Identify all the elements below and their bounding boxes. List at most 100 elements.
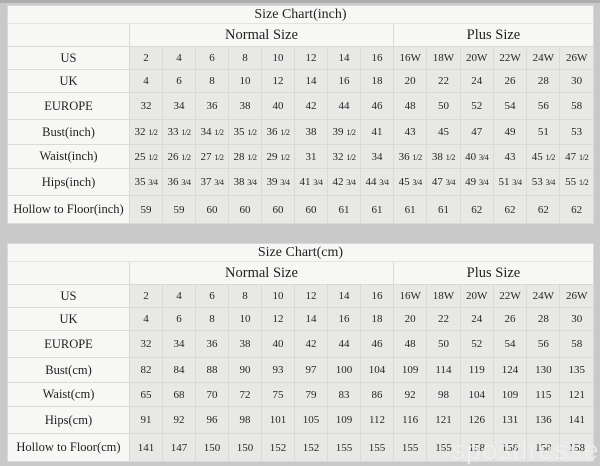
table-title: Size Chart(cm) — [7, 243, 594, 262]
fraction-text: 3/4 — [478, 177, 489, 187]
size-value-cell: 70 — [195, 382, 229, 407]
size-value-cell: 55 1/2 — [559, 168, 594, 196]
fraction-text: 3/4 — [379, 177, 389, 187]
size-value-cell: 38 — [228, 92, 262, 120]
table-title: Size Chart(inch) — [7, 5, 594, 24]
size-value-cell: 12 — [261, 69, 295, 93]
size-value-cell: 47 1/2 — [559, 144, 594, 169]
size-value-cell: 18W — [426, 46, 461, 70]
size-value-cell: 24W — [526, 284, 561, 308]
size-value-cell: 36 1/2 — [261, 119, 295, 145]
size-value-cell: 68 — [162, 382, 196, 407]
size-value-cell: 49 3/4 — [459, 168, 494, 196]
size-value-cell: 91 — [129, 406, 163, 434]
column-group-row: Normal Size Plus Size — [7, 23, 594, 47]
size-value-cell: 38 — [294, 119, 328, 145]
size-value-cell: 22W — [492, 284, 528, 308]
size-value-cell: 60 — [261, 195, 295, 224]
fraction-text: 3/4 — [346, 177, 356, 187]
size-value-cell: 34 — [162, 92, 196, 120]
size-value-cell: 61 — [327, 195, 361, 224]
size-value-cell: 6 — [162, 307, 196, 331]
size-value-cell: 135 — [559, 357, 594, 383]
fraction-text: 3/4 — [280, 177, 290, 187]
table-row: Waist(cm) 65 68 70 72 75 79 83 86 92 98 104 109 115 12… — [7, 382, 594, 407]
fraction-text: 1/2 — [181, 127, 191, 137]
size-value-cell: 28 — [526, 69, 561, 93]
row-label: US — [7, 46, 130, 70]
size-value-cell: 18 — [360, 69, 394, 93]
fraction-text: 1/2 — [214, 151, 224, 162]
size-value-cell: 28 1/2 — [228, 144, 262, 169]
size-value-cell: 65 — [129, 382, 163, 407]
size-value-cell: 51 — [526, 119, 561, 145]
table-row: UK 4 6 8 10 12 14 16 18 20 22 24 26 28 30 — [7, 307, 594, 331]
fraction-text: 3/4 — [214, 177, 224, 187]
size-value-cell: 20 — [392, 307, 428, 331]
table-row: Hips(cm) 91 92 96 98 101 105 109 112 116 121 126 131… — [7, 406, 594, 434]
row-label: Hips(cm) — [7, 406, 130, 434]
size-value-cell: 62 — [526, 195, 561, 224]
table-row: US 2 4 6 8 10 12 14 16 16W 18W 20W 22W 24W 26W — [7, 46, 594, 70]
row-label: US — [7, 284, 130, 308]
size-value-cell: 35 3/4 — [129, 168, 163, 196]
size-value-cell: 24W — [526, 46, 561, 70]
table-row: EUROPE 32 34 36 38 40 42 44 46 48 50 52 54 56 58 — [7, 92, 594, 120]
size-value-cell: 39 1/2 — [327, 119, 361, 145]
size-value-cell: 31 — [294, 144, 328, 169]
size-value-cell: 96 — [195, 406, 229, 434]
table-row: EUROPE 32 34 36 38 40 42 44 46 48 50 52 54 56 58 — [7, 330, 594, 358]
size-value-cell: 58 — [559, 92, 594, 120]
size-value-cell: 30 — [559, 69, 594, 93]
size-value-cell: 36 — [195, 92, 229, 120]
size-value-cell: 38 1/2 — [426, 144, 461, 169]
size-value-cell: 16 — [327, 307, 361, 331]
fraction-text: 1/2 — [412, 151, 422, 162]
size-value-cell: 90 — [228, 357, 262, 383]
size-value-cell: 126 — [459, 406, 494, 434]
size-chart-inch-table: Size Chart(inch) Normal Size Plus Size U… — [7, 5, 594, 224]
size-value-cell: 34 — [162, 330, 196, 358]
size-value-cell: 152 — [261, 433, 295, 462]
size-value-cell: 86 — [360, 382, 394, 407]
fraction-text: 3/4 — [313, 177, 323, 187]
size-value-cell: 56 — [526, 330, 561, 358]
size-value-cell: 93 — [261, 357, 295, 383]
size-value-cell: 28 — [526, 307, 561, 331]
size-value-cell: 152 — [294, 433, 328, 462]
size-value-cell: 62 — [492, 195, 528, 224]
size-value-cell: 2 — [129, 284, 163, 308]
size-value-cell: 42 3/4 — [327, 168, 361, 196]
size-value-cell: 119 — [459, 357, 494, 383]
row-label: UK — [7, 307, 130, 331]
size-value-cell: 29 1/2 — [261, 144, 295, 169]
size-value-cell: 6 — [195, 284, 229, 308]
table-row: Hips(inch) 35 3/4 36 3/4 37 3/4 38 3/4 39 3/4… — [7, 168, 594, 196]
size-value-cell: 44 — [327, 330, 361, 358]
size-value-cell: 38 — [228, 330, 262, 358]
size-value-cell: 98 — [426, 382, 461, 407]
size-value-cell: 54 — [492, 92, 528, 120]
row-label: Bust(cm) — [7, 357, 130, 383]
size-value-cell: 20W — [459, 284, 494, 308]
size-value-cell: 48 — [392, 330, 428, 358]
size-value-cell: 40 3/4 — [459, 144, 494, 169]
size-value-cell: 155 — [360, 433, 394, 462]
size-value-cell: 40 — [261, 92, 295, 120]
size-value-cell: 61 — [426, 195, 461, 224]
size-value-cell: 20 — [392, 69, 428, 93]
size-value-cell: 26 1/2 — [162, 144, 196, 169]
fraction-text: 1/2 — [346, 151, 356, 162]
size-value-cell: 72 — [228, 382, 262, 407]
size-value-cell: 45 1/2 — [526, 144, 561, 169]
size-value-cell: 131 — [492, 406, 528, 434]
corner-cell — [7, 261, 130, 285]
size-value-cell: 98 — [228, 406, 262, 434]
size-value-cell: 75 — [261, 382, 295, 407]
row-label: EUROPE — [7, 330, 130, 358]
fraction-text: 1/2 — [247, 127, 257, 137]
size-value-cell: 158 — [459, 433, 494, 462]
size-value-cell: 105 — [294, 406, 328, 434]
size-chart-inch-body: US 2 4 6 8 10 12 14 16 16W 18W 20W 22W 24W 26W UK 4 6 8 10 1… — [7, 46, 594, 224]
